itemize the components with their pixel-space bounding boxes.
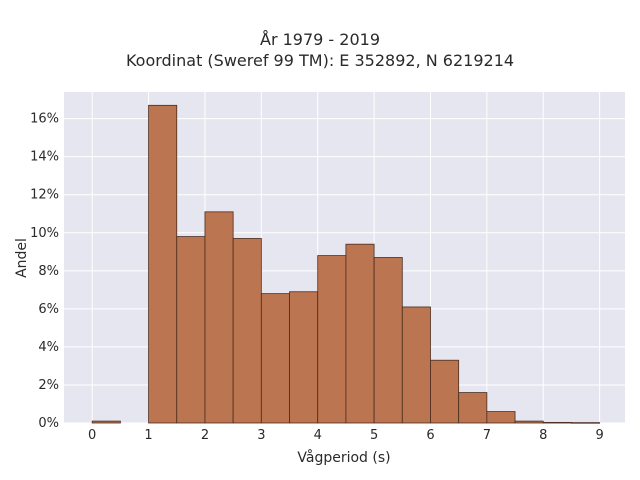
histogram-bar — [542, 422, 572, 424]
chart-title: År 1979 - 2019 — [260, 30, 380, 49]
histogram-bar — [458, 392, 488, 424]
histogram-bar — [317, 255, 347, 424]
x-tick-label: 3 — [257, 428, 265, 443]
y-tick-label: 10% — [30, 226, 59, 241]
y-tick-label: 12% — [30, 188, 59, 203]
histogram-bar — [289, 291, 319, 424]
histogram-bar — [260, 293, 290, 424]
histogram-bar — [232, 238, 262, 424]
histogram-bars — [91, 104, 601, 424]
x-tick-label: 1 — [144, 428, 152, 443]
x-tick-label: 6 — [426, 428, 434, 443]
histogram-bar — [430, 359, 460, 424]
histogram-bar — [176, 236, 206, 424]
x-tick-label: 5 — [370, 428, 378, 443]
x-tick-label: 7 — [483, 428, 491, 443]
axis-ticks: 0 1 2 3 4 5 6 7 8 9 0% 2% 4% 6% 8% 10% 12% 14% 16% — [30, 112, 604, 443]
chart-subtitle: Koordinat (Sweref 99 TM): E 352892, N 62… — [125, 51, 515, 70]
histogram-bar — [204, 211, 234, 424]
y-tick-label: 4% — [38, 340, 59, 355]
histogram-bar — [91, 420, 121, 424]
histogram-bar — [486, 411, 516, 424]
histogram-bar — [514, 420, 544, 424]
y-tick-label: 8% — [38, 264, 59, 279]
x-tick-label: 2 — [201, 428, 209, 443]
y-tick-label: 6% — [38, 302, 59, 317]
x-tick-label: 9 — [595, 428, 603, 443]
histogram-bar — [571, 422, 601, 424]
y-tick-label: 16% — [30, 112, 59, 127]
y-axis-label: Andel — [14, 238, 30, 278]
histogram-bar — [401, 306, 431, 424]
histogram-bar — [148, 104, 178, 424]
y-tick-label: 0% — [38, 416, 59, 431]
histogram-bar — [345, 243, 375, 424]
x-tick-label: 4 — [314, 428, 322, 443]
y-tick-label: 2% — [38, 378, 59, 393]
y-tick-label: 14% — [30, 150, 59, 165]
x-tick-label: 0 — [88, 428, 96, 443]
x-tick-label: 8 — [539, 428, 547, 443]
histogram-bar — [373, 257, 403, 424]
x-axis-label: Vågperiod (s) — [297, 449, 390, 466]
